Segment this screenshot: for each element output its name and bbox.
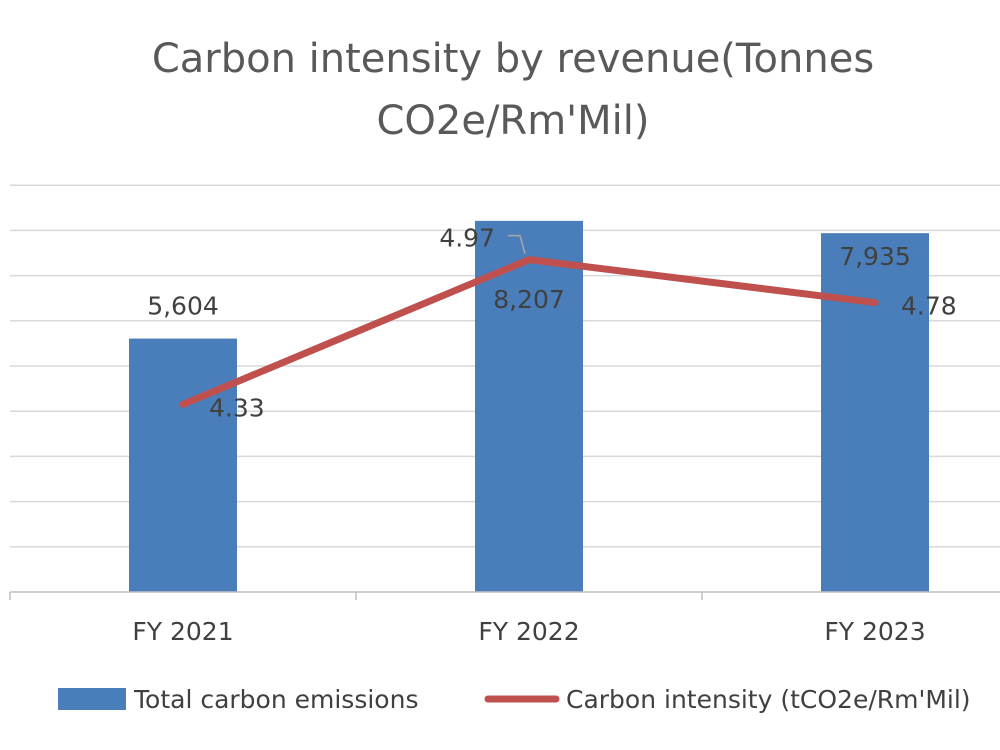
bar-fy-2023 [821, 233, 929, 592]
x-tick-label: FY 2022 [478, 617, 579, 646]
bar-value-label: 8,207 [493, 285, 565, 314]
data-labels: 5,604 8,207 7,935 4.33 4.97 4.78 [147, 224, 956, 423]
chart-title-line-1: Carbon intensity by revenue(Tonnes [152, 36, 874, 82]
chart-title: Carbon intensity by revenue(Tonnes CO2e/… [152, 36, 874, 144]
bar-fy-2021 [129, 338, 237, 592]
line-value-label: 4.33 [209, 393, 265, 422]
legend-label-total-emissions: Total carbon emissions [133, 685, 418, 714]
bar-value-label: 7,935 [839, 242, 911, 271]
label-leader-line [508, 234, 526, 254]
x-tick-label: FY 2021 [132, 617, 233, 646]
bar-series [129, 220, 929, 593]
legend-swatch-bar [58, 688, 126, 710]
line-value-label: 4.78 [901, 292, 957, 321]
x-axis-ticks [9, 592, 703, 600]
carbon-intensity-line [179, 256, 879, 408]
bar-fy-2022 [475, 220, 583, 593]
x-axis-tick-labels: FY 2021 FY 2022 FY 2023 [132, 617, 925, 646]
line-series [179, 256, 879, 408]
chart-title-line-2: CO2e/Rm'Mil) [376, 98, 649, 144]
legend-label-carbon-intensity: Carbon intensity (tCO2e/Rm'Mil) [566, 685, 971, 714]
line-value-label: 4.97 [439, 224, 495, 253]
legend: Total carbon emissions Carbon intensity (… [58, 685, 971, 714]
x-tick-label: FY 2023 [824, 617, 925, 646]
bar-value-label: 5,604 [147, 292, 219, 321]
